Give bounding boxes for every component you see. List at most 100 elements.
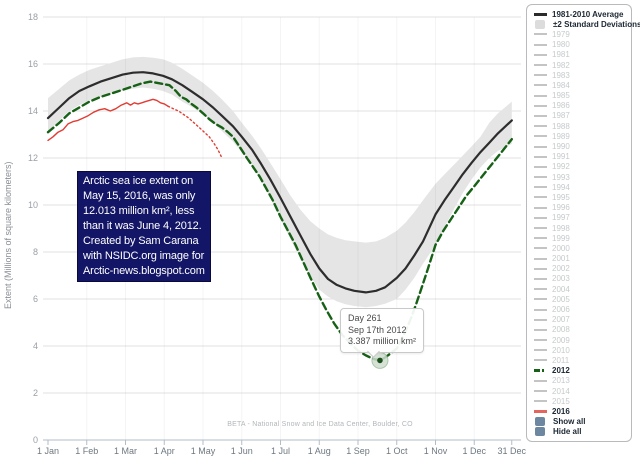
- legend-item-1987[interactable]: 1987: [534, 111, 631, 121]
- std-dev-band: [48, 56, 512, 308]
- x-axis-label: 1 Jun: [231, 446, 253, 456]
- legend-swatch-2007: [534, 318, 547, 321]
- legend-swatch-2000: [534, 247, 547, 250]
- legend-item-2010[interactable]: 2010: [534, 345, 631, 355]
- legend-label-2000: 2000: [552, 243, 570, 253]
- legend-label-hide-all: Hide all: [553, 427, 582, 437]
- legend-item-2013[interactable]: 2013: [534, 376, 631, 386]
- legend-item-1981[interactable]: 1981: [534, 50, 631, 60]
- legend-item-2001[interactable]: 2001: [534, 254, 631, 264]
- legend-swatch-1990: [534, 145, 547, 148]
- tooltip-value: 3.387 million km²: [348, 336, 417, 346]
- legend-item-1985[interactable]: 1985: [534, 91, 631, 101]
- legend-item-1984[interactable]: 1984: [534, 80, 631, 90]
- legend-label-1997: 1997: [552, 213, 570, 223]
- legend-swatch-1989: [534, 135, 547, 138]
- y-axis-label: 0: [33, 435, 38, 445]
- legend-label-2001: 2001: [552, 254, 570, 264]
- legend-label-1981: 1981: [552, 50, 570, 60]
- x-axis-label: 1 Aug: [308, 446, 331, 456]
- x-axis-label: 1 May: [191, 446, 216, 456]
- legend-item-1979[interactable]: 1979: [534, 29, 631, 39]
- legend-item-1981-2010-average[interactable]: 1981-2010 Average: [534, 9, 631, 19]
- legend-label-1993: 1993: [552, 172, 570, 182]
- legend-swatch-1983: [534, 74, 547, 77]
- legend-label-1981-2010-average: 1981-2010 Average: [552, 9, 624, 19]
- legend-label-2009: 2009: [552, 335, 570, 345]
- legend-item-2012[interactable]: 2012: [534, 366, 631, 376]
- y-axis-label: 6: [33, 294, 38, 304]
- legend-item-1999[interactable]: 1999: [534, 233, 631, 243]
- legend-item-1982[interactable]: 1982: [534, 60, 631, 70]
- legend-item-1991[interactable]: 1991: [534, 152, 631, 162]
- legend-item-2000[interactable]: 2000: [534, 243, 631, 253]
- legend-item-show-all[interactable]: Show all: [534, 417, 631, 427]
- legend-swatch-2009: [534, 339, 547, 342]
- legend-item-2015[interactable]: 2015: [534, 396, 631, 406]
- legend-swatch-1981-2010-average: [534, 12, 547, 16]
- legend-item-2002[interactable]: 2002: [534, 264, 631, 274]
- legend-swatch-1987: [534, 114, 547, 117]
- legend-item-1988[interactable]: 1988: [534, 121, 631, 131]
- legend-item-1983[interactable]: 1983: [534, 70, 631, 80]
- legend-swatch-hide-all: [535, 427, 545, 437]
- legend-item-1989[interactable]: 1989: [534, 131, 631, 141]
- tooltip: Day 261 Sep 17th 2012 3.387 million km²: [340, 308, 425, 358]
- legend-item-2009[interactable]: 2009: [534, 335, 631, 345]
- legend-item-1996[interactable]: 1996: [534, 203, 631, 213]
- legend-label-2005: 2005: [552, 294, 570, 304]
- legend-item-2008[interactable]: 2008: [534, 325, 631, 335]
- legend-label-1994: 1994: [552, 182, 570, 192]
- legend-item-2003[interactable]: 2003: [534, 274, 631, 284]
- legend-item-1980[interactable]: 1980: [534, 40, 631, 50]
- legend-swatch-2011: [534, 359, 547, 362]
- legend-label-2006: 2006: [552, 305, 570, 315]
- legend-label-1991: 1991: [552, 152, 570, 162]
- legend-swatch-1992: [534, 165, 547, 168]
- legend-swatch-1991: [534, 155, 547, 158]
- legend-item-2007[interactable]: 2007: [534, 315, 631, 325]
- legend-label-1999: 1999: [552, 233, 570, 243]
- legend-item-1992[interactable]: 1992: [534, 162, 631, 172]
- legend-item-2011[interactable]: 2011: [534, 355, 631, 365]
- legend-item-1990[interactable]: 1990: [534, 141, 631, 151]
- legend-swatch-1997: [534, 216, 547, 219]
- legend-label-1980: 1980: [552, 40, 570, 50]
- legend-item-2004[interactable]: 2004: [534, 284, 631, 294]
- legend-label-1998: 1998: [552, 223, 570, 233]
- legend-label-2004: 2004: [552, 284, 570, 294]
- legend-label-1996: 1996: [552, 203, 570, 213]
- legend-item-1993[interactable]: 1993: [534, 172, 631, 182]
- y-axis-title: Extent (Millions of square kilometers): [3, 161, 13, 309]
- legend-label-1992: 1992: [552, 162, 570, 172]
- legend-swatch-1981: [534, 53, 547, 56]
- legend-swatch-2014: [534, 390, 547, 393]
- legend-item-2014[interactable]: 2014: [534, 386, 631, 396]
- legend-item-2016[interactable]: 2016: [534, 406, 631, 416]
- line-2012: [46, 80, 513, 362]
- line-1981-2010-average: [46, 71, 513, 294]
- legend-label-2016: 2016: [552, 406, 570, 416]
- legend-label-1983: 1983: [552, 70, 570, 80]
- legend-item-hide-all[interactable]: Hide all: [534, 427, 631, 437]
- legend-label-2002: 2002: [552, 264, 570, 274]
- legend-swatch-1988: [534, 125, 547, 128]
- legend-item-1998[interactable]: 1998: [534, 223, 631, 233]
- legend-label-2011: 2011: [552, 355, 570, 365]
- legend-label--2-standard-deviations: ±2 Standard Deviations: [553, 19, 640, 29]
- legend-label-1995: 1995: [552, 192, 570, 202]
- legend-item--2-standard-deviations[interactable]: ±2 Standard Deviations: [534, 19, 640, 29]
- legend-swatch-2008: [534, 328, 547, 331]
- legend-swatch-1984: [534, 84, 547, 87]
- legend-item-1995[interactable]: 1995: [534, 192, 631, 202]
- legend-item-2005[interactable]: 2005: [534, 294, 631, 304]
- legend-item-1986[interactable]: 1986: [534, 101, 631, 111]
- legend-item-1994[interactable]: 1994: [534, 182, 631, 192]
- legend-label-2010: 2010: [552, 345, 570, 355]
- legend-item-2006[interactable]: 2006: [534, 304, 631, 314]
- legend-swatch-2003: [534, 277, 547, 280]
- x-axis-label: 1 Sep: [346, 446, 370, 456]
- x-axis-label: 1 Nov: [424, 446, 448, 456]
- legend-item-1997[interactable]: 1997: [534, 213, 631, 223]
